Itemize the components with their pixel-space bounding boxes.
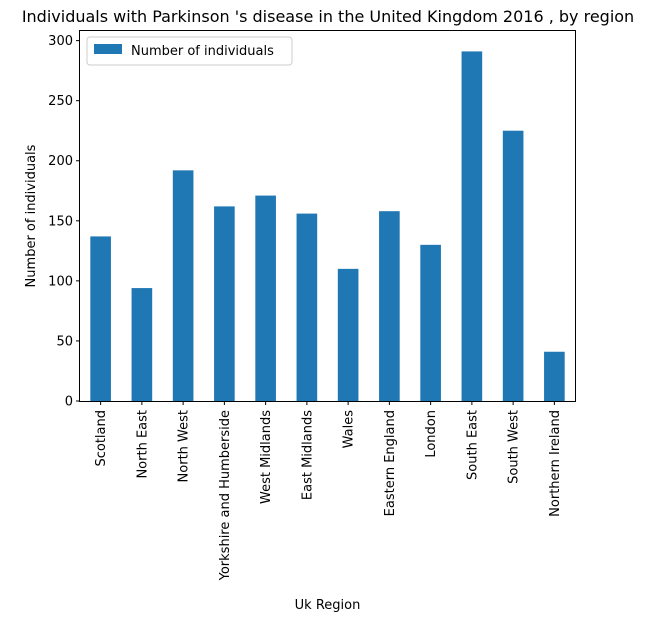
x-axis-ticks: Scotland North East North West Yorkshire an…: [94, 401, 563, 581]
legend-label: Number of individuals: [131, 44, 274, 59]
bar-south-west: [502, 130, 524, 401]
y-tick-label: 150: [48, 214, 73, 229]
legend: Number of individuals: [86, 36, 293, 66]
legend-swatch: [94, 44, 122, 54]
x-tick-label: Scotland: [94, 410, 109, 467]
x-axis-label: Uk Region: [295, 598, 361, 613]
x-tick-label: South East: [465, 410, 480, 480]
y-tick-label: 0: [65, 395, 73, 410]
y-tick-label: 50: [56, 334, 73, 349]
bar-south-east: [461, 51, 483, 401]
x-tick-label: Wales: [342, 410, 357, 449]
x-tick-label: North East: [135, 410, 150, 479]
y-tick-label: 100: [48, 274, 73, 289]
bar-north-east: [131, 288, 153, 401]
bar-north-west: [172, 170, 194, 401]
bars-group: [90, 51, 565, 401]
x-tick-label: Northern Ireland: [548, 410, 563, 517]
bar-northern-ireland: [544, 351, 565, 401]
bar-london: [420, 244, 441, 401]
x-tick-label: West Midlands: [259, 410, 274, 504]
plot-frame: [79, 30, 576, 402]
x-tick-label: Yorkshire and Humberside: [218, 410, 233, 581]
y-axis-ticks: 0 50 100 150 200 250 300: [48, 34, 80, 410]
x-tick-label: London: [424, 410, 439, 458]
bar-west-midlands: [255, 195, 276, 401]
y-tick-label: 200: [48, 154, 73, 169]
legend-box: [86, 36, 293, 66]
y-axis-label: Number of individuals: [24, 144, 39, 287]
x-tick-label: South West: [507, 410, 522, 484]
y-tick-label: 250: [48, 94, 73, 109]
bar-eastern-england: [379, 211, 400, 401]
x-tick-label: North West: [177, 410, 192, 482]
bar-east-midlands: [296, 213, 318, 401]
y-tick-label: 300: [48, 34, 73, 49]
bar-scotland: [90, 236, 111, 401]
bar-wales: [337, 268, 359, 401]
chart-title: Individuals with Parkinson 's disease in…: [22, 7, 634, 26]
x-tick-label: East Midlands: [300, 410, 315, 500]
bar-yorkshire-and-humberside: [214, 206, 235, 401]
x-tick-label: Eastern England: [383, 410, 398, 516]
